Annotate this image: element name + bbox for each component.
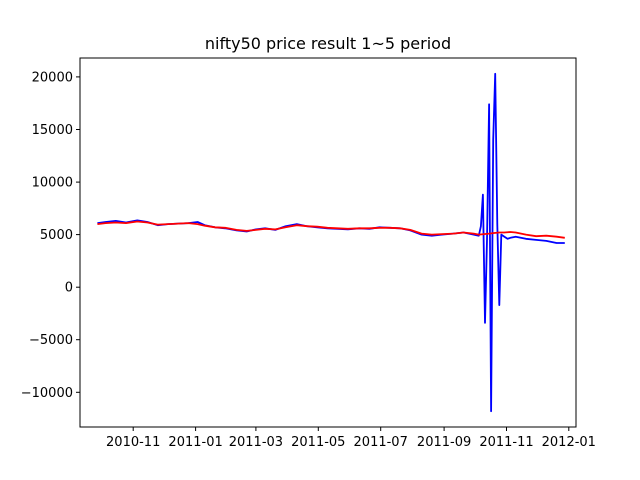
y-tick-label: 5000 <box>40 228 73 243</box>
plot-frame <box>79 57 577 428</box>
series-line-2 <box>97 220 565 239</box>
x-tick-label: 2011-05 <box>291 435 345 450</box>
y-tick-label: 15000 <box>32 123 73 138</box>
x-tick-label: 2011-09 <box>417 435 471 450</box>
x-tick-label: 2011-07 <box>354 435 408 450</box>
x-tick-label: 2011-01 <box>168 435 222 450</box>
y-tick-label: −10000 <box>21 386 73 401</box>
y-tick-label: −5000 <box>29 333 73 348</box>
chart-title: nifty50 price result 1~5 period <box>205 34 451 53</box>
x-tick-label: 2011-03 <box>229 435 283 450</box>
y-tick-label: 10000 <box>32 176 73 191</box>
x-tick-label: 2011-11 <box>479 435 533 450</box>
x-tick-label: 2010-11 <box>106 435 160 450</box>
series-layer <box>97 72 565 413</box>
y-axis: −10000 −5000 0 5000 10000 15000 20000 <box>21 70 80 401</box>
y-tick-label: 0 <box>65 281 73 296</box>
x-tick-label: 2012-01 <box>542 435 596 450</box>
y-tick-label: 20000 <box>32 70 73 85</box>
x-axis: 2010-11 2011-01 2011-03 2011-05 2011-07 2011-… <box>106 427 596 450</box>
